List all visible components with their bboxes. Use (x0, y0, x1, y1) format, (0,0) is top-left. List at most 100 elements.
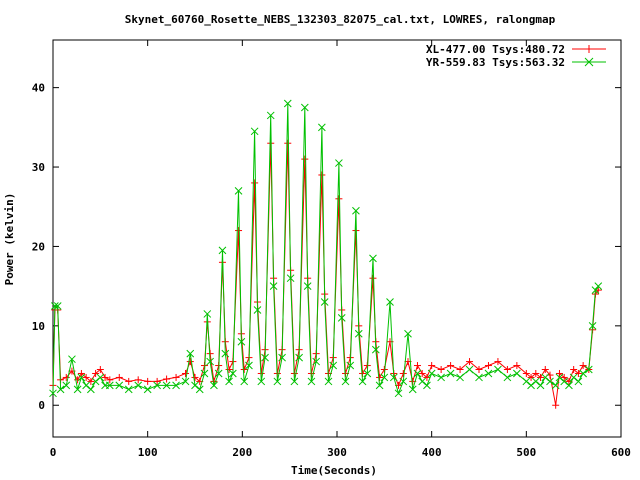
data-point (389, 373, 398, 382)
data-point (200, 369, 209, 378)
data-point (96, 366, 104, 374)
data-point (105, 381, 114, 390)
data-point (560, 377, 569, 386)
data-point (527, 381, 535, 390)
data-point (456, 373, 464, 382)
data-point (295, 353, 303, 362)
data-point (203, 310, 212, 318)
data-point (560, 373, 568, 381)
data-point (354, 329, 363, 338)
y-tick-label: 30 (32, 161, 45, 174)
data-point (153, 377, 161, 385)
data-point (134, 381, 143, 390)
data-point (594, 282, 603, 290)
data-point (537, 373, 545, 381)
data-point (261, 353, 269, 362)
data-point (341, 377, 350, 386)
data-point (337, 314, 346, 322)
data-point (369, 274, 377, 282)
x-axis-ticks: 0 100 200 300 400 500 600 (50, 40, 631, 459)
y-axis-ticks: 0 10 20 30 40 (32, 82, 621, 412)
data-point (522, 377, 531, 386)
data-point (522, 369, 530, 377)
data-point (418, 369, 426, 377)
x-tick-label: 400 (422, 446, 442, 459)
data-point (418, 377, 427, 386)
data-point (555, 369, 563, 377)
data-point (229, 369, 237, 378)
data-point (320, 298, 329, 306)
data-point (286, 274, 295, 283)
data-point (307, 377, 316, 386)
data-point (284, 139, 292, 147)
data-point (503, 373, 512, 382)
data-point (329, 361, 338, 370)
data-point (574, 377, 583, 386)
data-point (77, 373, 86, 382)
legend-marker-xl (585, 45, 593, 53)
data-point (335, 195, 343, 203)
data-point (278, 353, 286, 362)
data-point (569, 373, 578, 382)
data-point (273, 377, 282, 386)
legend-entry-yr: YR-559.83 Tsys:563.32 (426, 56, 606, 69)
data-point (494, 358, 502, 366)
data-point (551, 381, 560, 390)
series-layer (49, 99, 603, 409)
data-point (513, 362, 521, 370)
x-tick-label: 300 (327, 446, 347, 459)
data-point (87, 377, 95, 385)
data-point (423, 381, 431, 390)
data-point (466, 358, 474, 366)
x-tick-label: 100 (138, 446, 158, 459)
data-point (541, 366, 549, 374)
data-point (87, 385, 95, 394)
data-point (181, 377, 190, 386)
data-point (250, 127, 259, 136)
data-point (235, 227, 243, 235)
data-point (91, 377, 100, 386)
data-point (253, 306, 262, 314)
data-point (92, 369, 100, 377)
legend-label-yr: YR-559.83 Tsys:563.32 (426, 56, 565, 69)
data-point (579, 369, 587, 378)
data-point (124, 385, 133, 394)
data-point (77, 369, 85, 377)
data-point (363, 369, 372, 378)
data-point (591, 286, 600, 294)
data-point (574, 369, 582, 377)
data-point (68, 355, 76, 364)
data-point (240, 377, 249, 386)
data-point (475, 373, 483, 382)
data-point (266, 111, 275, 120)
data-point (251, 179, 259, 187)
data-point (74, 376, 82, 384)
data-point (303, 282, 312, 290)
data-point (186, 349, 195, 358)
data-point (162, 381, 171, 390)
data-point (82, 381, 90, 390)
data-point (82, 373, 90, 381)
data-point (531, 377, 540, 386)
data-point (413, 362, 421, 370)
data-point (371, 345, 380, 354)
y-axis-label: Power (kelvin) (3, 193, 16, 286)
x-tick-label: 600 (611, 446, 631, 459)
data-point (399, 377, 408, 386)
legend-marker-yr (584, 57, 594, 67)
data-point (115, 373, 123, 381)
data-point (358, 377, 367, 386)
x-tick-label: 200 (232, 446, 252, 459)
data-point (394, 389, 403, 398)
data-point (447, 362, 455, 370)
data-point (588, 321, 597, 330)
data-point (408, 385, 417, 394)
data-point (536, 381, 545, 390)
data-point (182, 369, 190, 377)
data-point (570, 366, 578, 374)
data-point (210, 381, 218, 390)
data-point (245, 361, 253, 370)
data-point (413, 369, 422, 378)
data-point (579, 362, 587, 370)
data-point (172, 373, 180, 381)
